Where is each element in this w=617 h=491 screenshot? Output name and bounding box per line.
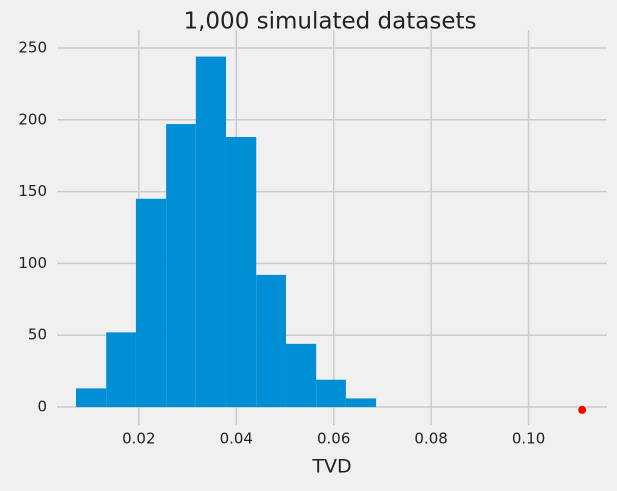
y-tick-label: 100 <box>18 254 47 272</box>
x-tick-label: 0.04 <box>220 430 253 448</box>
x-tick-label: 0.02 <box>122 430 155 448</box>
bar <box>135 198 167 408</box>
y-tick-label: 0 <box>37 398 47 416</box>
bar <box>256 274 286 408</box>
bar <box>166 124 196 408</box>
bar <box>226 137 257 408</box>
bar <box>75 388 107 408</box>
bar <box>345 398 377 408</box>
point <box>578 405 587 414</box>
x-tick-label: 0.08 <box>414 430 447 448</box>
y-tick-label: 50 <box>28 326 47 344</box>
bar <box>285 343 317 408</box>
bar <box>195 56 227 408</box>
x-tick-label: 0.10 <box>512 430 545 448</box>
chart-title: 1,000 simulated datasets <box>183 9 476 35</box>
y-tick-label: 200 <box>18 110 47 128</box>
x-axis-label: TVD <box>311 456 351 478</box>
y-tick-label: 250 <box>18 38 47 56</box>
bar <box>316 379 346 408</box>
y-tick-label: 150 <box>18 182 47 200</box>
x-tick-label: 0.06 <box>317 430 350 448</box>
bar <box>106 332 136 408</box>
